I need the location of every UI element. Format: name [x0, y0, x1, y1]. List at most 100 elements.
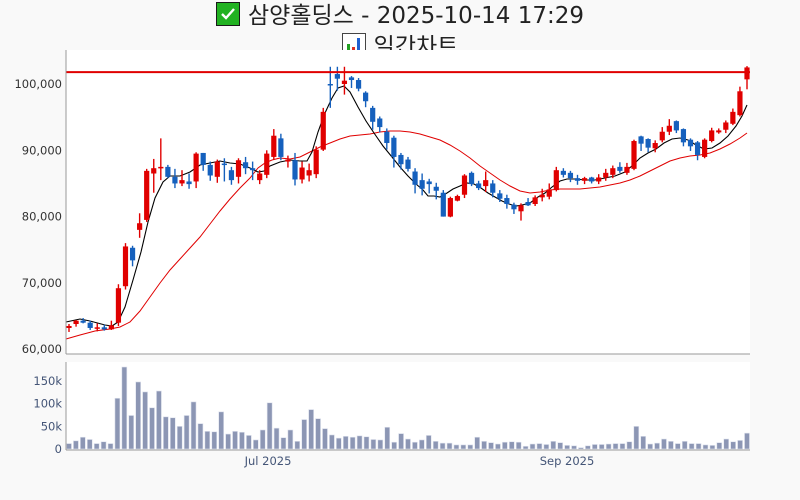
volume-bar	[135, 381, 141, 450]
candle	[108, 320, 114, 330]
candle	[638, 135, 644, 151]
candle	[320, 107, 326, 151]
volume-bar	[156, 390, 162, 450]
volume-bar	[425, 435, 432, 450]
volume-bar	[308, 409, 314, 450]
candle	[737, 86, 743, 117]
candle	[730, 108, 736, 126]
ma-long-line	[65, 130, 748, 340]
price-y-axis: 60,000 70,000 80,000 90,000 100,000	[14, 77, 62, 356]
candle	[461, 174, 468, 199]
volume-bar	[564, 445, 570, 450]
volume-bar	[578, 447, 584, 450]
volume-bar	[266, 402, 273, 450]
candle	[257, 170, 263, 185]
volume-bar	[668, 440, 674, 450]
candle	[617, 162, 623, 173]
volume-bar	[128, 415, 135, 450]
candle	[179, 170, 185, 187]
candle	[511, 202, 517, 214]
candle	[652, 140, 658, 153]
candle	[716, 128, 722, 134]
candle	[384, 128, 390, 150]
candle	[468, 171, 475, 187]
volume-bar	[107, 443, 114, 450]
volume-bar	[626, 441, 633, 450]
price-tick-label: 100,000	[14, 77, 62, 91]
check-mark-icon	[216, 2, 240, 26]
volume-bar	[522, 445, 529, 450]
volume-bar	[695, 443, 702, 450]
volume-bar	[488, 442, 494, 450]
volume-bar	[246, 435, 252, 450]
candle	[87, 320, 93, 330]
candle	[645, 138, 651, 153]
volume-y-axis: 0 50k 100k 150k	[33, 374, 62, 456]
candle	[313, 146, 319, 179]
volume-bar	[259, 429, 266, 450]
candle	[412, 168, 418, 194]
volume-bar	[377, 439, 384, 450]
ma-short-path	[65, 85, 748, 327]
volume-bar	[370, 439, 377, 450]
candle	[391, 135, 397, 168]
candle	[709, 127, 715, 143]
candle	[242, 156, 249, 175]
volume-bar	[557, 442, 564, 450]
volume-bar	[190, 401, 197, 450]
ma-long-path	[65, 130, 748, 340]
candle	[94, 323, 100, 332]
candle	[250, 161, 256, 181]
volume-bar	[502, 441, 508, 450]
volume-bar	[723, 438, 730, 450]
candle	[504, 194, 510, 209]
volume-bar	[647, 443, 653, 450]
candle	[214, 159, 220, 183]
volume-tick-label: 50k	[41, 419, 63, 433]
candle	[694, 141, 701, 161]
volume-bar	[114, 397, 121, 450]
volume-tick-label: 150k	[33, 374, 62, 388]
volume-bar	[66, 443, 72, 450]
price-tick-label: 70,000	[22, 276, 62, 290]
volume-bar	[508, 441, 515, 450]
candle	[129, 245, 136, 267]
volume-bar	[495, 443, 501, 450]
candle	[348, 76, 355, 88]
volume-bars	[66, 366, 750, 450]
volume-bar	[439, 442, 446, 450]
candle	[363, 91, 369, 108]
candle	[553, 166, 559, 192]
volume-bar	[412, 441, 418, 450]
volume-bar	[322, 428, 328, 450]
candle	[433, 182, 439, 200]
volume-bar	[585, 445, 591, 450]
candle	[525, 198, 531, 206]
volume-bar	[675, 443, 681, 450]
candle	[483, 171, 489, 193]
candle	[228, 166, 235, 185]
candle	[426, 178, 432, 194]
volume-bar	[225, 433, 231, 450]
candle	[581, 176, 588, 185]
candle	[278, 133, 284, 161]
volume-bar	[612, 443, 619, 450]
volume-bar	[73, 440, 79, 450]
volume-bar	[232, 431, 238, 450]
candle	[680, 128, 687, 147]
candle	[151, 158, 157, 193]
volume-bar	[737, 440, 743, 450]
volume-bar	[571, 445, 577, 450]
candle	[490, 180, 496, 198]
candle	[186, 173, 192, 189]
candle	[165, 164, 171, 179]
candle	[454, 194, 461, 202]
volume-bar	[287, 429, 294, 450]
candle	[560, 168, 566, 178]
volume-bar	[529, 443, 536, 450]
candle	[334, 66, 340, 91]
ma-short-line	[65, 85, 748, 327]
volume-bar	[149, 407, 155, 450]
candle	[137, 213, 143, 238]
